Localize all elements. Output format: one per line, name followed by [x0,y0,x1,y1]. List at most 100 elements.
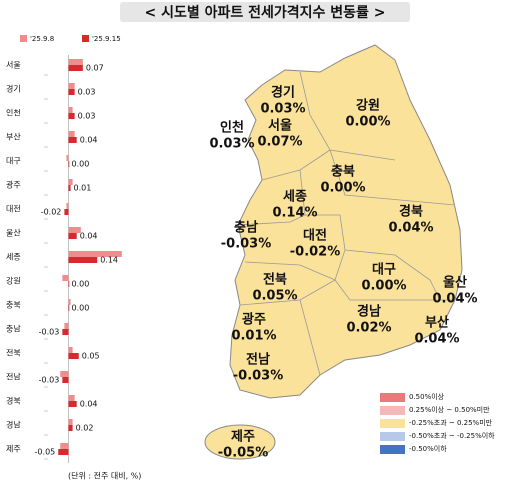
category-label: 인천 [6,108,21,118]
bar [58,449,69,455]
region-name: 경남 [357,304,381,320]
value-label: 0.14 [100,256,118,265]
bar [68,251,122,257]
value-label: -0.02 [41,208,62,217]
value-label: 0.05 [82,352,100,361]
value-label: 0.03 [78,112,96,121]
category-label: 경기 [6,84,21,94]
value-label: 0.02 [76,424,94,433]
category-label: 울산 [6,228,21,238]
legend-swatch [380,432,405,441]
region-name: 강원 [356,98,380,114]
bar [68,425,73,431]
category-label: 세종 [6,253,21,262]
region-value: 0.01% [231,329,276,344]
region-name: 대구 [372,263,396,278]
bar [60,371,69,377]
bar [66,203,69,209]
region-name: 경기 [271,85,295,101]
bar [68,281,70,287]
bar [62,329,69,335]
region-value: -0.02% [290,245,341,260]
bar [60,443,69,449]
value-label: 0.03 [78,88,96,97]
legend-label: -0.50%이하 [409,444,447,453]
bar [68,347,73,353]
bar [68,257,98,263]
mainland [229,44,463,399]
region-name: 전북 [263,272,287,288]
bar [68,59,83,65]
category-label: 제주 [6,445,21,454]
bar [68,65,83,71]
bar [68,137,77,143]
region-name: 충남 [234,220,258,236]
bar [68,179,73,185]
region-value: 0.04% [432,292,477,307]
legend-label: 0.50%이상 [409,392,445,401]
category-label: 충남 [6,325,21,334]
category-label: 전남 [6,372,21,382]
region-name: 경북 [399,204,423,220]
bar [68,83,75,89]
bar [68,107,73,113]
category-label: 전북 [6,348,21,358]
region-value: -0.03% [233,369,284,384]
region-name: 전남 [246,352,270,368]
bar [68,353,79,359]
legend-swatch [380,419,405,428]
value-label: 0.04 [80,400,98,409]
value-label: 0.01 [74,184,92,193]
bar [68,305,70,311]
legend-label: '25.9.15 [92,35,121,43]
region-value: 0.00% [320,181,365,196]
bar [68,419,73,425]
region-name: 인천 [220,120,244,136]
region-name: 서울 [268,118,292,134]
category-label: 충북 [6,301,21,310]
region-name: 제주 [231,430,255,445]
legend-swatch [380,445,405,454]
value-label: 0.04 [80,136,98,145]
legend-swatch [20,35,27,42]
bar [68,233,77,239]
region-value: 0.02% [346,321,391,336]
region-value: 0.03% [260,102,305,117]
category-label: 경남 [6,420,21,430]
region-name: 세종 [283,190,307,205]
legend-label: 0.25%이상 ~ 0.50%미만 [409,405,490,414]
bar [64,323,69,329]
title-band [120,2,410,22]
jeju [204,424,276,460]
note: (단위 : 전주 대비, %) [68,471,141,481]
value-label: -0.05 [35,448,56,457]
region-name: 부산 [425,315,449,331]
region-name: 광주 [242,313,266,328]
value-label: -0.03 [39,328,60,337]
bar [68,131,75,137]
bar [68,113,75,119]
boundary [237,71,456,376]
value-label: 0.00 [72,280,90,289]
legend-label: -0.25%초과 ~ 0.25%미만 [409,418,493,427]
bar [68,161,70,167]
region-name: 울산 [443,275,467,291]
value-label: 0.04 [80,232,98,241]
bar [62,377,69,383]
bar [66,155,69,161]
bar [68,395,75,401]
category-label: 서울 [6,61,21,70]
value-label: 0.00 [72,304,90,313]
category-label: 부산 [6,132,21,142]
region-name: 충북 [331,164,355,180]
region-value: 0.03% [209,137,254,152]
region-value: -0.03% [221,237,272,252]
region-value: -0.05% [218,446,269,461]
category-label: 대전 [6,204,21,214]
region-value: 0.00% [361,279,406,294]
category-label: 광주 [6,180,21,190]
bar [64,209,69,215]
value-label: -0.03 [39,376,60,385]
bar [68,227,81,233]
